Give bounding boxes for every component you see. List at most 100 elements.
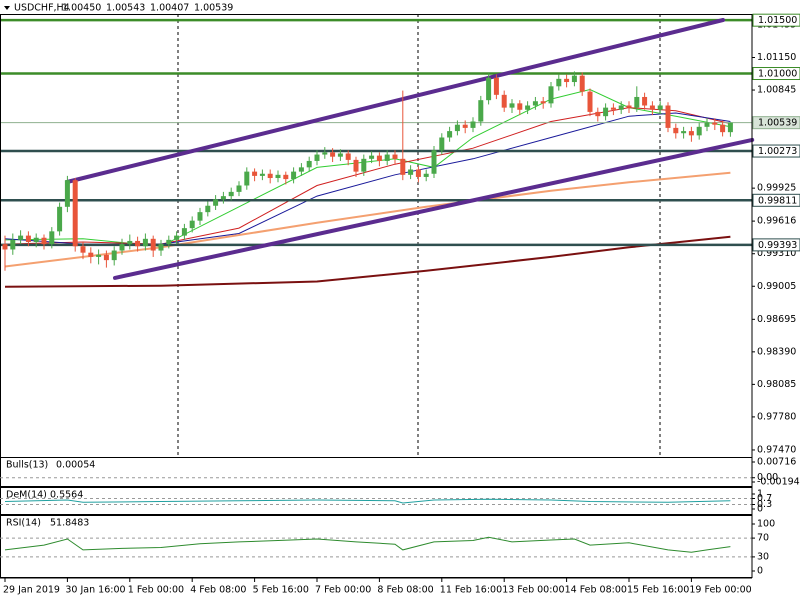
header-open: 1.00450 xyxy=(62,3,101,14)
y-tick-label: 0.00 xyxy=(757,472,778,483)
candle-body xyxy=(509,103,515,108)
candle-body xyxy=(408,169,414,175)
candle-body xyxy=(330,152,336,157)
y-tick-label: 0.00716 xyxy=(757,457,796,468)
candle-body xyxy=(486,77,492,101)
x-tick-label: 19 Feb 00:00 xyxy=(689,585,751,596)
candle-body xyxy=(423,173,429,177)
candle-body xyxy=(2,244,8,250)
candle-body xyxy=(205,205,211,213)
indicator-value: 51.8483 xyxy=(50,518,89,529)
y-tick-label: 1.00845 xyxy=(757,85,796,96)
candle-body xyxy=(361,158,367,172)
collapse-arrow[interactable] xyxy=(4,6,10,10)
channel-line xyxy=(113,137,755,280)
candle-body xyxy=(688,131,694,136)
y-tick-label: 0 xyxy=(757,566,763,577)
candle-body xyxy=(49,231,55,245)
candle-body xyxy=(72,180,78,247)
header-low: 1.00407 xyxy=(150,3,189,14)
candle-body xyxy=(665,105,671,128)
moving-average xyxy=(4,235,731,288)
channel-line xyxy=(65,18,725,184)
level-label-box xyxy=(752,116,800,130)
x-tick-label: 13 Feb 00:00 xyxy=(502,585,564,596)
indicator-title: DeM(14) xyxy=(6,490,47,501)
candle-body xyxy=(727,122,733,133)
candle-body xyxy=(579,75,585,92)
y-tick-label: -0.00194 xyxy=(757,477,800,488)
candle-body xyxy=(696,126,702,136)
candle-body xyxy=(353,159,359,172)
level-label: 1.01000 xyxy=(758,69,797,80)
candle-body xyxy=(18,235,24,240)
y-tick-label: 1 xyxy=(757,489,763,500)
candle-body xyxy=(478,100,484,122)
candle-body xyxy=(96,254,102,257)
level-label-box xyxy=(752,13,800,27)
level-label: 0.99393 xyxy=(758,240,797,251)
candle-body xyxy=(610,107,616,110)
level-label-box xyxy=(752,238,800,252)
candle-body xyxy=(369,155,375,159)
indicator-title: RSI(14) xyxy=(6,518,41,529)
candle-body xyxy=(197,212,203,221)
candle-body xyxy=(127,240,133,245)
candle-body xyxy=(720,124,726,133)
candle-body xyxy=(306,160,312,168)
indicator-value: 0.5564 xyxy=(50,490,83,501)
x-tick-label: 4 Feb 08:00 xyxy=(190,585,246,596)
candle-body xyxy=(595,111,601,117)
x-tick-label: 15 Feb 16:00 xyxy=(627,585,689,596)
candle-body xyxy=(431,150,437,174)
candle-body xyxy=(150,238,156,251)
candle-body xyxy=(345,153,351,160)
y-tick-label: 0.97470 xyxy=(757,444,796,455)
candle-body xyxy=(571,75,577,83)
candle-body xyxy=(712,122,718,125)
candle-body xyxy=(681,131,687,134)
candle-body xyxy=(244,171,250,186)
candle-body xyxy=(649,105,655,110)
candle-body xyxy=(642,96,648,106)
candle-body xyxy=(33,237,39,243)
candle-body xyxy=(57,206,63,232)
candle-body xyxy=(517,103,523,110)
candle-body xyxy=(213,199,219,206)
candle-body xyxy=(447,131,453,138)
candle-body xyxy=(275,174,281,179)
candle-body xyxy=(252,171,258,176)
x-tick-label: 14 Feb 08:00 xyxy=(565,585,627,596)
price-panel xyxy=(177,14,661,457)
candle-body xyxy=(119,244,125,251)
candle-body xyxy=(174,235,180,240)
y-tick-label: 0.99005 xyxy=(757,281,796,292)
candle-body xyxy=(657,105,663,110)
x-tick-label: 8 Feb 08:00 xyxy=(377,585,433,596)
x-tick-label: 11 Feb 16:00 xyxy=(440,585,502,596)
candle-body xyxy=(603,107,609,117)
level-label: 0.99811 xyxy=(758,195,797,206)
candle-body xyxy=(236,185,242,192)
level-label-box xyxy=(752,193,800,207)
y-tick-label: 0.97780 xyxy=(757,411,796,422)
candle-body xyxy=(634,96,640,108)
x-tick-label: 5 Feb 16:00 xyxy=(253,585,309,596)
candle-body xyxy=(267,173,273,179)
indicator-value: 0.00054 xyxy=(56,460,95,471)
candle-body xyxy=(415,169,421,177)
x-tick-label: 29 Jan 2019 xyxy=(3,585,60,596)
candle-body xyxy=(283,174,289,180)
candle-body xyxy=(166,239,172,245)
y-tick-label: 1.01150 xyxy=(757,52,796,63)
candle-body xyxy=(400,158,406,175)
candle-body xyxy=(111,250,117,261)
y-tick-label: 70 xyxy=(757,533,769,544)
candle-body xyxy=(228,191,234,197)
y-tick-label: 0 xyxy=(757,504,763,515)
candle-body xyxy=(259,173,265,176)
candle-body xyxy=(142,238,148,247)
candle-body xyxy=(618,105,624,110)
